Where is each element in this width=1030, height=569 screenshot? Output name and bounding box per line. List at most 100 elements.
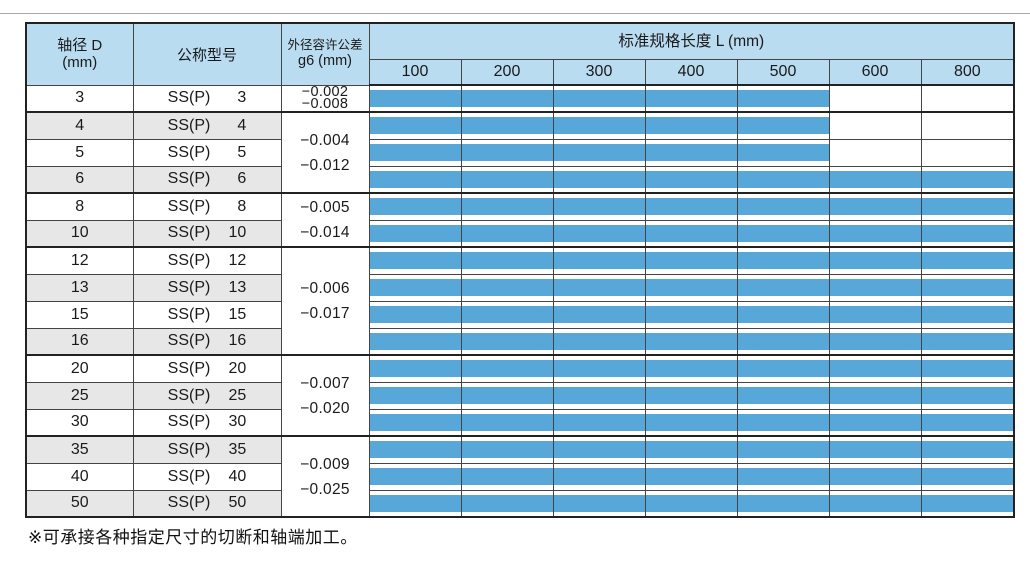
model-prefix: SS(P) — [167, 143, 211, 161]
availability-bar — [553, 224, 645, 242]
model-size: 3 — [237, 89, 247, 107]
availability-bar — [737, 198, 829, 216]
length-cell — [828, 381, 922, 410]
length-cell — [552, 219, 646, 248]
availability-bar — [921, 170, 1014, 188]
length-cell — [460, 219, 554, 248]
header-shaft-diameter: 轴径 D (mm) — [25, 22, 134, 86]
length-cell — [552, 273, 646, 302]
length-cell — [644, 435, 738, 464]
tolerance-lower: −0.008 — [301, 96, 349, 113]
model-cell: SS(P) 30 — [132, 408, 282, 437]
length-cell — [828, 273, 922, 302]
model-size: 12 — [228, 251, 247, 269]
length-cell — [460, 327, 554, 356]
availability-bar — [921, 441, 1014, 459]
availability-bar — [645, 90, 737, 107]
model-size: 5 — [237, 143, 247, 161]
tolerance-lower: −0.012 — [300, 156, 350, 174]
model-size: 50 — [228, 494, 247, 512]
availability-bar — [737, 468, 829, 485]
model-prefix: SS(P) — [167, 359, 211, 377]
diameter-cell: 50 — [25, 489, 134, 518]
length-cell — [828, 219, 922, 248]
header-shaft-diameter-line1: 轴径 D — [57, 37, 103, 55]
length-col-header-600: 600 — [828, 58, 922, 86]
length-cell — [460, 381, 554, 410]
availability-bar — [737, 441, 829, 459]
header-nominal-model: 公称型号 — [132, 22, 282, 86]
model-size: 15 — [228, 305, 247, 323]
table-row: 4 SS(P) 4 −0.004 −0.012 — [25, 111, 1015, 194]
availability-bar — [645, 170, 737, 188]
page-top-rule — [0, 13, 1030, 14]
table-row: 16 SS(P) 16 — [25, 327, 1015, 356]
availability-bar — [369, 468, 461, 485]
length-cell — [552, 192, 646, 221]
length-cell — [460, 354, 554, 383]
model-prefix: SS(P) — [167, 278, 211, 296]
length-cell — [920, 165, 1015, 194]
length-cell — [460, 84, 554, 113]
model-cell: SS(P) 35 — [132, 435, 282, 464]
length-col-header-100: 100 — [368, 58, 462, 86]
availability-bar — [553, 413, 645, 431]
length-cell — [368, 84, 462, 113]
availability-bar — [369, 90, 461, 107]
availability-bar — [645, 332, 737, 350]
availability-bar — [737, 224, 829, 242]
availability-bar — [369, 252, 461, 270]
length-cell — [368, 219, 462, 248]
tolerance-upper: −0.005 — [300, 199, 350, 216]
availability-bar — [369, 387, 461, 404]
availability-bar — [737, 306, 829, 323]
length-cell — [828, 300, 922, 329]
length-cell — [368, 435, 462, 464]
table-row: 5 SS(P) 5 — [25, 138, 1015, 167]
diameter-cell: 30 — [25, 408, 134, 437]
tolerance-cell: −0.005 −0.014 — [280, 192, 370, 248]
availability-bar — [553, 494, 645, 512]
model-prefix: SS(P) — [167, 386, 211, 404]
length-cell — [828, 192, 922, 221]
length-cell — [644, 408, 738, 437]
availability-bar — [461, 468, 553, 485]
model-cell: SS(P) 13 — [132, 273, 282, 302]
availability-bar — [461, 90, 553, 107]
length-cell — [552, 489, 646, 518]
availability-bar — [737, 387, 829, 404]
tolerance-upper: −0.009 — [300, 455, 350, 473]
length-cell — [920, 192, 1015, 221]
length-cell — [736, 354, 830, 383]
diameter-cell: 13 — [25, 273, 134, 302]
table-row: 35 SS(P) 35 −0.009 −0.025 — [25, 435, 1015, 518]
model-prefix: SS(P) — [167, 332, 211, 350]
availability-bar — [369, 306, 461, 323]
length-cell — [828, 165, 922, 194]
availability-bar — [369, 360, 461, 378]
header-shaft-diameter-line2: (mm) — [62, 54, 98, 72]
length-cell — [552, 246, 646, 275]
table-row: 15 SS(P) 15 — [25, 300, 1015, 329]
diameter-cell: 40 — [25, 462, 134, 491]
length-cell — [368, 111, 462, 140]
diameter-cell: 6 — [25, 165, 134, 194]
length-cell — [368, 165, 462, 194]
model-prefix: SS(P) — [167, 494, 211, 512]
availability-bar — [829, 279, 921, 296]
length-cell — [368, 462, 462, 491]
availability-bar — [461, 413, 553, 431]
length-column-header-row: 100 200 300 400 500 600 800 — [26, 58, 1015, 86]
tolerance-cell: −0.007 −0.020 — [280, 354, 370, 437]
model-prefix: SS(P) — [167, 224, 211, 242]
availability-bar — [645, 306, 737, 323]
table-row: 12 SS(P) 12 −0.006 −0.017 — [25, 246, 1015, 356]
availability-bar — [553, 468, 645, 485]
length-cell — [644, 219, 738, 248]
model-cell: SS(P) 3 — [132, 84, 282, 113]
availability-bar — [645, 468, 737, 485]
availability-bar — [369, 117, 461, 135]
tolerance-lower: −0.014 — [300, 224, 350, 241]
availability-bar — [645, 360, 737, 378]
length-cell — [828, 354, 922, 383]
